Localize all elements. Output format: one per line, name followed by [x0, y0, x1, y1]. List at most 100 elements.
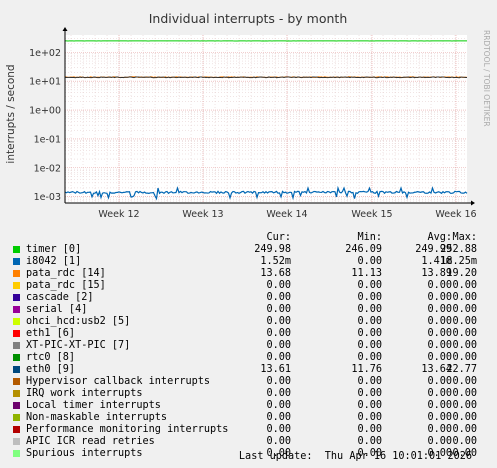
legend-value-avg: 0.00	[427, 376, 452, 387]
legend-series-name: XT-PIC-XT-PIC [7]	[26, 340, 131, 351]
legend-swatch	[13, 306, 20, 313]
interrupts-chart: Individual interrupts - by month interru…	[5, 11, 491, 220]
legend-value-min: 0.00	[357, 340, 382, 351]
legend-value-max: 22.77	[446, 364, 477, 375]
y-tick-label: 1e+01	[29, 77, 61, 88]
legend-value-cur: 0.00	[266, 376, 291, 387]
legend-swatch	[13, 390, 20, 397]
legend-swatch	[13, 330, 20, 337]
legend-value-min: 0.00	[357, 304, 382, 315]
y-tick-label: 1e-01	[34, 134, 61, 145]
legend-series-name: serial [4]	[26, 304, 88, 315]
legend-value-avg: 249.99	[415, 244, 452, 255]
legend-value-max: 0.00	[452, 424, 477, 435]
legend-value-max: 252.88	[440, 244, 477, 255]
legend-value-min: 0.00	[357, 448, 382, 459]
legend-value-cur: 13.61	[260, 364, 291, 375]
legend-value-avg: 0.00	[427, 280, 452, 291]
legend-value-cur: 0.00	[266, 424, 291, 435]
legend-value-avg: 0.00	[427, 424, 452, 435]
legend-value-cur: 0.00	[266, 400, 291, 411]
legend-value-avg: 0.00	[427, 448, 452, 459]
legend-value-max: 0.00	[452, 292, 477, 303]
legend-series-name: Non-maskable interrupts	[26, 412, 168, 423]
legend-series-name: i8042 [1]	[26, 256, 82, 267]
legend-value-max: 0.00	[452, 436, 477, 447]
tick-labels: 1e+02 1e+01 1e+00 1e-01 1e-02 1e-03 Week 12 Wee…	[29, 48, 477, 220]
legend-series-name: Performance monitoring interrupts	[26, 424, 229, 435]
legend-value-avg: 0.00	[427, 412, 452, 423]
plot-area	[65, 35, 467, 203]
legend-value-max: 0.00	[452, 376, 477, 387]
legend-row: ohci_hcd:usb2 [5] 0.00 0.00 0.00 0.00	[0, 316, 497, 328]
legend-value-max: 0.00	[452, 280, 477, 291]
legend-value-max: 0.00	[452, 412, 477, 423]
legend-swatch	[13, 438, 20, 445]
series-line-4	[64, 76, 468, 79]
legend-value-avg: 0.00	[427, 328, 452, 339]
legend-row: Performance monitoring interrupts 0.00 0.0…	[0, 424, 497, 436]
legend-series-name: pata_rdc [15]	[26, 280, 106, 291]
grid	[65, 35, 467, 204]
legend-value-min: 0.00	[357, 388, 382, 399]
legend-swatch	[13, 282, 20, 289]
legend-value-min: 0.00	[357, 400, 382, 411]
legend-header: Cur: Min: Avg: Max:	[0, 232, 497, 244]
legend-value-max: 0.00	[452, 304, 477, 315]
legend-value-max: 0.00	[452, 316, 477, 327]
legend-swatch	[13, 378, 20, 385]
legend-series-name: eth1 [6]	[26, 328, 76, 339]
x-tick-label: Week 14	[266, 209, 307, 220]
legend-value-min: 0.00	[357, 424, 382, 435]
y-axis-arrow	[62, 27, 68, 31]
legend-series-name: ohci_hcd:usb2 [5]	[26, 316, 131, 327]
legend-series-name: rtc0 [8]	[26, 352, 76, 363]
legend-series-name: APIC ICR read retries	[26, 436, 155, 447]
legend-value-min: 0.00	[357, 280, 382, 291]
legend-value-max: 0.00	[452, 388, 477, 399]
chart-title: Individual interrupts - by month	[149, 11, 348, 26]
legend-swatch	[13, 366, 20, 373]
legend-value-min: 11.76	[351, 364, 382, 375]
legend-value-min: 0.00	[357, 352, 382, 363]
legend-value-cur: 0.00	[266, 340, 291, 351]
x-tick-label: Week 16	[435, 209, 476, 220]
legend-swatch	[13, 426, 20, 433]
legend-swatch	[13, 258, 20, 265]
legend-value-min: 0.00	[357, 292, 382, 303]
legend-value-avg: 0.00	[427, 292, 452, 303]
x-axis-arrow	[471, 200, 475, 206]
series	[64, 40, 468, 201]
x-tick-label: Week 12	[98, 209, 139, 220]
legend-value-avg: 13.64	[421, 364, 452, 375]
rrdtool-credit: RRDTOOL / TOBI OETIKER	[482, 30, 491, 127]
legend-value-cur: 13.68	[260, 268, 291, 279]
legend-value-cur: 0.00	[266, 304, 291, 315]
legend-value-max: 18.25m	[440, 256, 477, 267]
legend-row: Local timer interrupts 0.00 0.00 0.00 0.00	[0, 400, 497, 412]
legend-swatch	[13, 318, 20, 325]
legend-row: i8042 [1] 1.52m 0.00 1.41m 18.25m	[0, 256, 497, 268]
legend-row: APIC ICR read retries 0.00 0.00 0.00 0.00	[0, 436, 497, 448]
legend-value-cur: 0.00	[266, 292, 291, 303]
legend-value-avg: 0.00	[427, 340, 452, 351]
legend-value-cur: 0.00	[266, 280, 291, 291]
axes	[62, 27, 475, 206]
series-line-2	[64, 185, 468, 201]
y-tick-label: 1e+00	[29, 106, 61, 117]
legend-value-min: 0.00	[357, 256, 382, 267]
legend-series-name: Local timer interrupts	[26, 400, 161, 411]
y-axis-label: interrupts / second	[5, 64, 17, 163]
legend-series-name: IRQ work interrupts	[26, 388, 143, 399]
legend-value-min: 0.00	[357, 316, 382, 327]
legend-value-avg: 13.89	[421, 268, 452, 279]
y-tick-label: 1e-02	[34, 163, 61, 174]
legend-value-max: 0.00	[452, 340, 477, 351]
header-min: Min:	[357, 232, 382, 243]
legend-value-max: 19.20	[446, 268, 477, 279]
legend-value-avg: 0.00	[427, 316, 452, 327]
y-tick-label: 1e+02	[29, 48, 61, 59]
legend-value-avg: 1.41m	[421, 256, 452, 267]
legend-row: serial [4] 0.00 0.00 0.00 0.00	[0, 304, 497, 316]
legend-value-avg: 0.00	[427, 436, 452, 447]
